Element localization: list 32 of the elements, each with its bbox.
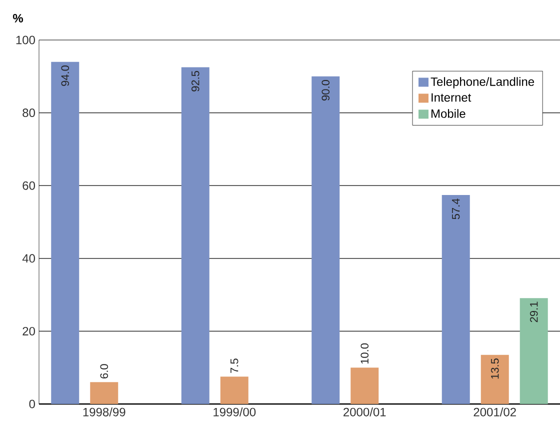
legend-label: Internet (432, 93, 472, 102)
x-tick-label: 2000/01 (344, 408, 386, 416)
y-tick-label: 100 (16, 36, 36, 44)
data-label: 57.4 (452, 198, 460, 220)
y-tick-label: 80 (22, 108, 36, 118)
x-tick-label: 1998/99 (83, 408, 126, 416)
data-label: 6.0 (100, 364, 108, 378)
bar (442, 195, 470, 404)
data-label: 92.5 (191, 70, 200, 92)
data-label: 10.0 (360, 343, 369, 364)
data-label: 13.5 (490, 358, 499, 379)
legend-label: Telephone/Landline (430, 77, 534, 88)
bar (312, 76, 340, 404)
bar (350, 368, 379, 404)
y-tick-label: 0 (29, 400, 36, 408)
data-label: 7.5 (230, 358, 238, 373)
y-tick-label: 40 (22, 254, 36, 263)
x-tick-label: 1999/00 (214, 408, 256, 416)
data-label: 29.1 (530, 302, 538, 322)
legend-label: Mobile (432, 109, 466, 118)
x-tick-label: 2001/02 (474, 408, 516, 416)
bar (480, 354, 509, 404)
y-tick-label: 60 (22, 181, 36, 190)
bar (90, 382, 118, 404)
bar (220, 376, 248, 404)
bar (520, 298, 548, 404)
y-axis-title: % (12, 14, 24, 22)
data-label: 90.0 (322, 80, 330, 100)
bar (51, 62, 80, 404)
y-tick-label: 20 (22, 326, 36, 336)
data-label: 94.0 (61, 65, 70, 86)
bar (181, 67, 210, 404)
